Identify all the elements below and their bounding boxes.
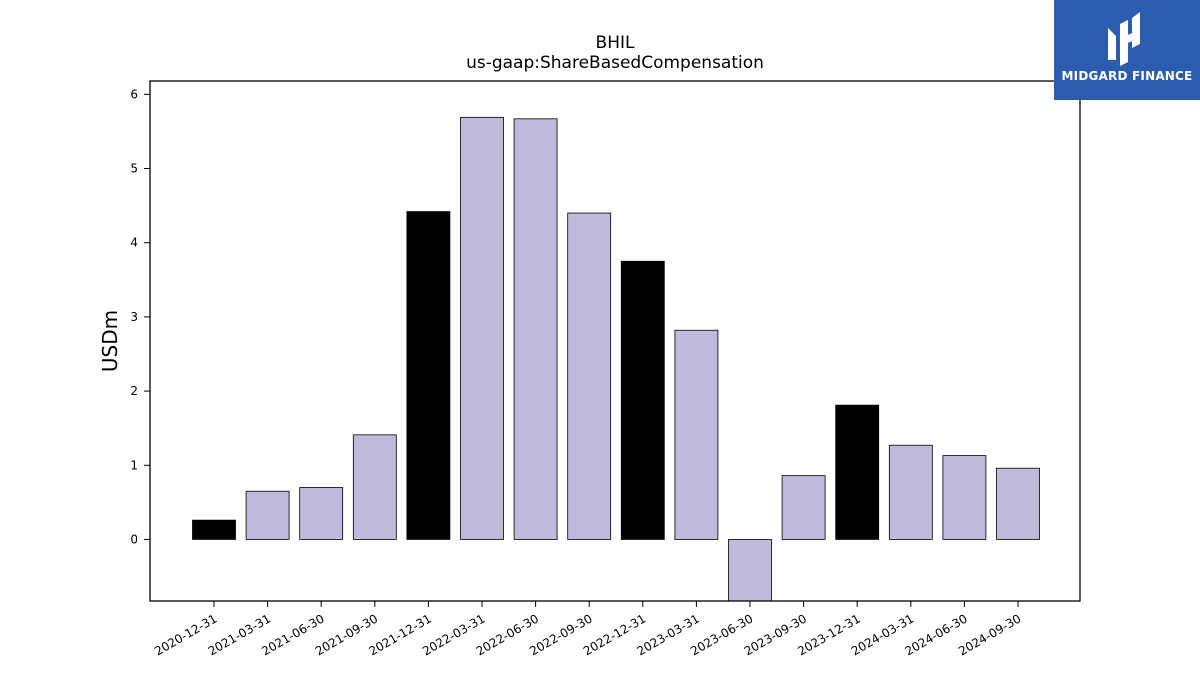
bar-2023-03-31 [674,329,719,540]
bar-2023-09-30 [781,475,826,540]
bar-2024-09-30 [996,467,1040,540]
bar-2024-06-30 [942,455,987,540]
brand-logo: MIDGARD FINANCE [1054,0,1200,100]
bar-2022-09-30 [567,212,612,540]
y-tick-label: 4 [130,236,138,250]
bar-2023-12-31 [835,404,880,540]
bar-2022-12-31 [620,260,665,540]
x-axis-ticks: 2020-12-312021-03-312021-06-302021-09-30… [152,601,1024,658]
bar-2024-03-31 [888,444,933,540]
bar-2021-03-31 [245,490,290,540]
y-tick-label: 0 [130,532,138,546]
bars-group [192,116,1040,602]
bar-2021-06-30 [299,487,344,540]
bar-2021-12-31 [406,211,451,540]
chart-subtitle: us-gaap:ShareBasedCompensation [466,53,764,73]
bar-2022-06-30 [513,118,558,540]
chart-title: BHIL [596,33,635,53]
y-axis-ticks: 0 1 2 3 4 5 6 [130,87,150,546]
y-tick-label: 5 [130,162,138,176]
y-tick-label: 3 [130,310,138,324]
y-tick-label: 1 [130,458,138,472]
bar-2020-12-31 [192,519,236,540]
bar-2023-06-30 [728,539,772,602]
y-axis-label: USDm [98,310,122,372]
plot-frame [149,80,1081,602]
bar-2021-09-30 [352,434,397,540]
bar-2022-03-31 [460,116,504,540]
midgard-logo-icon [1108,12,1140,66]
brand-logo-text: MIDGARD FINANCE [1061,69,1193,83]
y-tick-label: 2 [130,384,138,398]
y-tick-label: 6 [130,87,138,101]
